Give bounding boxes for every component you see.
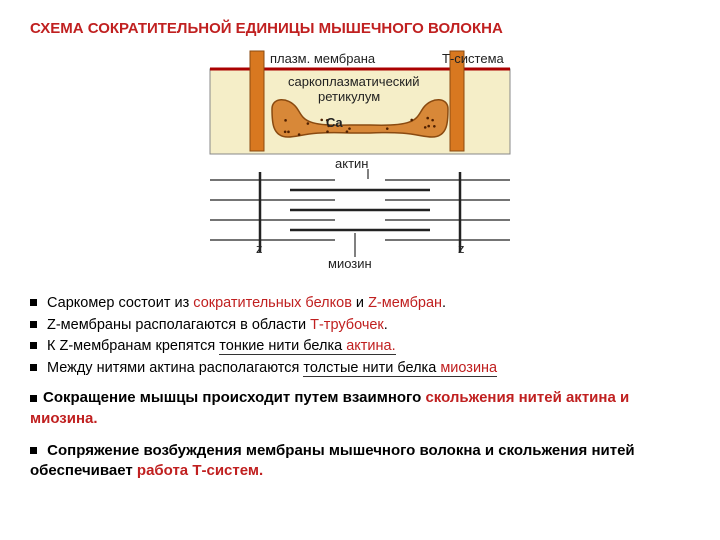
label-myosin: миозин (328, 256, 372, 271)
bullet-square-icon (30, 299, 37, 306)
bullet-item: Между нитями актина располагаются толсты… (30, 359, 690, 379)
label-sr1: саркоплазматический (288, 74, 420, 89)
bullet-item: Z-мембраны располагаются в области Т-тру… (30, 316, 690, 336)
paragraph-coupling: Сопряжение возбуждения мембраны мышечног… (30, 441, 690, 482)
bullet-square-icon (30, 342, 37, 349)
bullet-text: Между нитями актина располагаются толсты… (47, 359, 497, 379)
bullet-square-icon (30, 447, 37, 454)
label-z-right: z (458, 241, 465, 256)
paragraph-contraction: Сокращение мышцы происходит путем взаимн… (30, 388, 690, 429)
label-sr2: ретикулум (318, 89, 380, 104)
diagram-container: плазм. мембрана Т-система саркоплазматич… (30, 47, 690, 282)
sarcomere-diagram: плазм. мембрана Т-система саркоплазматич… (180, 47, 540, 277)
label-t-system: Т-система (442, 51, 504, 66)
bullet-square-icon (30, 321, 37, 328)
bullet-item: Саркомер состоит из сократительных белко… (30, 294, 690, 314)
page-title: СХЕМА СОКРАТИТЕЛЬНОЙ ЕДИНИЦЫ МЫШЕЧНОГО В… (30, 20, 690, 37)
bullet-text: К Z-мембранам крепятся тонкие нити белка… (47, 337, 396, 357)
label-z-left: z (256, 241, 263, 256)
label-actin: актин (335, 156, 368, 171)
label-ca: Ca (326, 115, 343, 130)
bullet-list: Саркомер состоит из сократительных белко… (30, 294, 690, 378)
para1-pre: Сокращение мышцы происходит путем взаимн… (43, 389, 425, 406)
bullet-text: Саркомер состоит из сократительных белко… (47, 294, 446, 314)
para2-highlight: работа Т-систем. (137, 462, 263, 479)
bullet-item: К Z-мембранам крепятся тонкие нити белка… (30, 337, 690, 357)
bullet-square-icon (30, 395, 37, 402)
bullet-text: Z-мембраны располагаются в области Т-тру… (47, 316, 388, 336)
para2-pre: Сопряжение возбуждения мембраны мышечног… (30, 442, 635, 479)
bullet-square-icon (30, 364, 37, 371)
label-membrane: плазм. мембрана (270, 51, 375, 66)
